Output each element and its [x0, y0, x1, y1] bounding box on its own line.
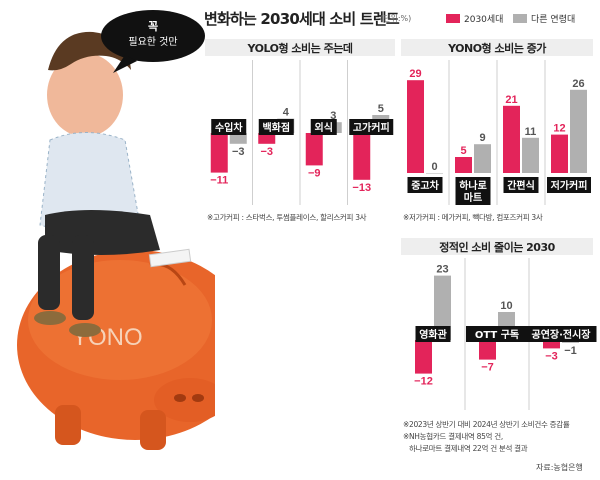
category-label: 고가커피 [353, 121, 390, 134]
person-icon [34, 31, 160, 337]
chart-title: 변화하는 2030세대 소비 트렌드 [204, 10, 400, 28]
category-label-box [503, 177, 539, 193]
bar-other [522, 137, 539, 173]
data-label: 5 [378, 103, 384, 115]
category-label: 하나로 [459, 179, 487, 192]
data-label: 3 [330, 110, 336, 122]
category-label: 공연장·전시장 [532, 328, 592, 341]
category-label: 영화관 [419, 328, 447, 341]
source-label: 자료:농협은행 [536, 463, 583, 472]
data-label: 11 [525, 126, 537, 138]
bar-2030 [551, 134, 568, 173]
category-label-box [415, 326, 451, 342]
category-label-box [466, 326, 528, 342]
footnote-1: ※2023년 상반기 대비 2024년 상반기 소비건수 증감률 [403, 420, 570, 429]
bar-2030 [210, 133, 228, 173]
bar-2030 [407, 80, 424, 173]
data-label: 29 [409, 68, 421, 80]
bar-2030 [479, 340, 496, 360]
data-label: −3 [232, 146, 245, 158]
panel-header-fixed: 정적인 소비 줄이는 2030 [401, 238, 593, 255]
note-yolo: ※고가커피 : 스타벅스, 투썸플레이스, 할리스커피 3사 [207, 213, 367, 222]
bar-2030 [353, 133, 371, 180]
category-label: 저가커피 [551, 179, 588, 192]
bar-other [474, 144, 491, 173]
data-label: −11 [210, 175, 228, 187]
category-label-box [455, 177, 491, 205]
legend-label-2030: 2030세대 [464, 15, 504, 25]
unit-label: (단위:%) [380, 14, 412, 23]
speech-bubble: 꼭 필요한 것만 [101, 10, 205, 73]
category-label-box [211, 119, 247, 135]
data-label: −3 [260, 146, 273, 158]
data-label: −3 [545, 350, 558, 362]
category-label: 백화점 [262, 121, 290, 134]
footnote-2: ※NH농협카드 결제내역 85억 건, [403, 432, 503, 441]
bar-other [570, 89, 587, 173]
data-label: 12 [553, 123, 565, 135]
data-label: 23 [436, 264, 448, 276]
bar-other [434, 275, 451, 340]
data-label: 4 [283, 107, 290, 119]
bar-other [229, 133, 247, 144]
category-label-box [310, 119, 337, 135]
data-label: −9 [308, 167, 321, 179]
bar-2030 [415, 340, 432, 374]
footnote-3: 하나로마트 결제내역 22억 건 분석 결과 [409, 444, 528, 453]
category-label: 수입차 [215, 121, 243, 134]
data-label: 9 [479, 132, 485, 144]
category-label-box [407, 177, 443, 193]
bar-2030 [543, 340, 560, 349]
legend-item-other: 다른 연령대 [513, 12, 575, 25]
bar-2030 [455, 157, 472, 173]
data-label: 26 [572, 78, 584, 90]
data-label: 21 [505, 94, 517, 106]
category-label: 외식 [315, 121, 333, 134]
category-label: 중고차 [411, 179, 439, 192]
bar-2030 [258, 133, 276, 144]
bar-other [426, 173, 443, 174]
bar-2030 [305, 133, 323, 166]
data-label: −12 [414, 376, 433, 388]
data-label: −7 [481, 362, 494, 374]
data-label: 5 [460, 145, 466, 157]
data-label: −13 [352, 182, 371, 194]
illustration: YONO 꼭 필요한 것만 [17, 10, 215, 450]
legend-swatch-2030 [446, 14, 460, 23]
data-label: −1 [564, 345, 577, 357]
bar-2030 [503, 105, 520, 173]
category-label-box [258, 119, 294, 135]
category-label: 간편식 [507, 179, 535, 192]
category-label-box [547, 177, 591, 193]
speech-line-1: 꼭 [148, 20, 158, 33]
panel-header-yono: YONO형 소비는 증가 [401, 39, 593, 56]
data-label: 0 [431, 161, 437, 173]
category-label: 마트 [464, 191, 482, 204]
data-label: 10 [500, 300, 512, 312]
legend-label-other: 다른 연령대 [531, 15, 576, 25]
legend-item-2030: 2030세대 [446, 12, 503, 25]
category-label: OTT 구독 [475, 329, 519, 341]
speech-line-2: 필요한 것만 [128, 36, 177, 48]
category-label-box [349, 119, 394, 135]
note-yono: ※저가커피 : 메가커피, 빽다방, 컴포즈커피 3사 [403, 213, 543, 222]
panel-header-yolo: YOLO형 소비는 주는데 [205, 39, 395, 56]
category-label-box [525, 326, 597, 342]
legend-swatch-other [513, 14, 527, 23]
